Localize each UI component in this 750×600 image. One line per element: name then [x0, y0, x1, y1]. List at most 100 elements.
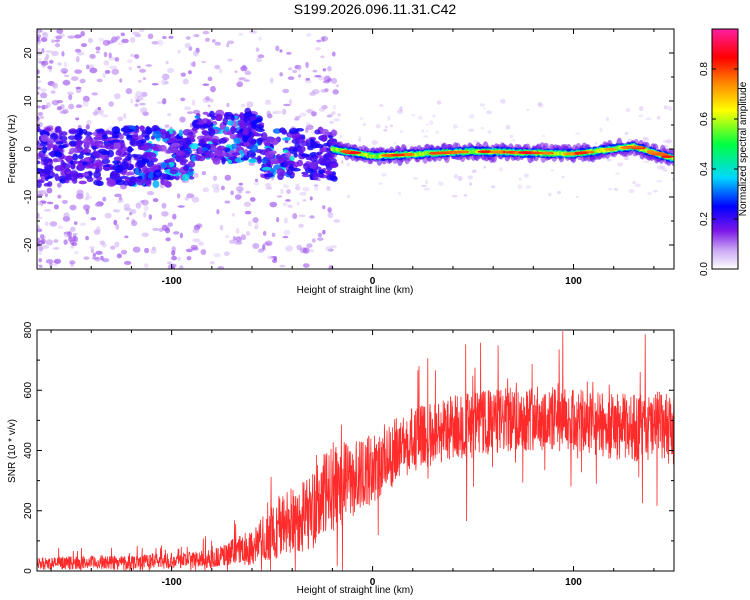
- spectrogram-cell: [180, 72, 186, 77]
- spectrogram-cell: [52, 158, 59, 163]
- spectrogram-cell: [453, 174, 459, 179]
- spectrogram-cell: [314, 74, 322, 78]
- spectrogram-cell: [594, 141, 598, 145]
- spectrogram-cell: [286, 168, 294, 176]
- spectrogram-cell: [378, 182, 383, 185]
- spectrogram-cell: [182, 78, 189, 85]
- spectrogram-cell: [257, 137, 263, 146]
- snr-y-tick-label: 600: [23, 381, 34, 398]
- colorbar-label: Normalized spectral amplitude: [738, 81, 749, 216]
- spectrogram-cell: [124, 171, 132, 176]
- spectrogram-cell: [41, 48, 45, 54]
- spectrogram-cell: [179, 160, 187, 166]
- spectrogram-cell: [269, 201, 278, 208]
- spectrogram-cell: [143, 263, 149, 269]
- spectrogram-cell: [267, 255, 273, 260]
- spectrogram-cell: [214, 149, 224, 157]
- spectrogram-cell: [421, 129, 425, 133]
- spectrogram-cell: [423, 187, 430, 191]
- spectrogram-cell: [37, 140, 40, 146]
- spectrogram-cell: [193, 172, 199, 178]
- spectrogram-cell: [257, 248, 265, 253]
- spectrogram-cell: [40, 134, 49, 142]
- spectrogram-cell: [139, 107, 148, 114]
- spectrogram-cell: [463, 194, 468, 197]
- spectrogram-cell: [37, 47, 41, 51]
- spectrogram-cell: [215, 113, 223, 122]
- spectrogram-cell: [213, 141, 218, 146]
- spectrogram-cell: [163, 159, 171, 163]
- spectrogram-cell: [75, 86, 82, 90]
- spectrogram-cell: [123, 260, 132, 265]
- spectrogram-cell: [238, 32, 244, 37]
- spectrogram-cell: [40, 156, 51, 163]
- spectrogram-cell: [192, 148, 198, 152]
- spectrogram-cell: [311, 156, 319, 160]
- spectrogram-cell: [73, 236, 79, 243]
- snr-y-tick-label: 200: [23, 502, 34, 519]
- spectrogram-cell: [314, 47, 322, 51]
- spectrogram-cell: [230, 115, 235, 121]
- spectrogram-cell: [319, 128, 329, 135]
- spectrogram-cell: [204, 37, 210, 42]
- spectrogram-x-tick-label: 0: [370, 276, 376, 287]
- spectrogram-cell: [132, 31, 140, 35]
- spectrogram-cell: [120, 127, 126, 132]
- spectrogram-cell: [260, 132, 268, 140]
- spectrogram-cell: [381, 173, 387, 177]
- spectrogram-cell: [82, 204, 91, 211]
- spectrogram-cell: [85, 152, 91, 156]
- spectrogram-cell: [320, 55, 325, 59]
- spectrogram-cell: [281, 108, 287, 115]
- spectrogram-cell: [296, 244, 302, 251]
- spectrogram-cell: [102, 196, 107, 202]
- spectrogram-cell: [39, 142, 49, 147]
- spectrogram-cell: [287, 76, 295, 81]
- spectrogram-cell: [634, 183, 642, 188]
- spectrogram-cell: [134, 103, 139, 107]
- spectrogram-cell: [230, 127, 238, 132]
- spectrogram-cell: [485, 110, 492, 115]
- spectrogram-cell: [320, 134, 328, 142]
- spectrogram-x-label: Height of straight line (km): [297, 285, 414, 296]
- spectrogram-cell: [255, 47, 260, 52]
- spectrogram-cell: [47, 137, 55, 145]
- spectrogram-cell: [49, 59, 54, 64]
- spectrogram-cell: [85, 235, 90, 241]
- spectrogram-cell: [112, 171, 121, 180]
- spectrogram-cell: [659, 165, 666, 170]
- spectrogram-cell: [537, 102, 543, 107]
- spectrogram-cell: [302, 186, 310, 192]
- spectrogram-cell: [145, 64, 153, 67]
- spectrogram-cell: [96, 78, 103, 83]
- spectrogram-cell: [68, 94, 73, 101]
- spectrogram-cell: [55, 166, 61, 170]
- spectrogram-cell: [117, 116, 123, 122]
- spectrogram-cell: [273, 257, 278, 261]
- spectrogram-cell: [38, 257, 43, 263]
- spectrogram-cell: [204, 150, 214, 158]
- spectrogram-cell: [67, 230, 73, 237]
- spectrogram-cell: [38, 264, 43, 268]
- spectrogram-cell: [287, 204, 293, 208]
- spectrogram-cell: [285, 245, 294, 252]
- spectrogram-cell: [575, 132, 580, 135]
- spectrogram-cell: [37, 237, 41, 244]
- spectrogram-cell: [662, 139, 668, 144]
- spectrogram-cell: [95, 250, 103, 255]
- spectrogram-cell: [45, 164, 54, 171]
- spectrogram-cell: [92, 149, 98, 157]
- spectrogram-cell: [337, 112, 341, 117]
- spectrogram-cell: [84, 197, 89, 201]
- spectrogram-cell: [161, 35, 167, 40]
- spectrogram-cell: [78, 129, 84, 134]
- spectrogram-cell: [177, 205, 185, 208]
- spectrogram-cell: [111, 126, 121, 134]
- spectrogram-cell: [179, 97, 186, 102]
- spectrogram-cell: [540, 151, 551, 155]
- snr-y-tick-label: 400: [23, 442, 34, 459]
- spectrogram-cell: [53, 239, 59, 243]
- spectrogram-cell: [136, 178, 145, 186]
- spectrogram-cell: [60, 131, 68, 136]
